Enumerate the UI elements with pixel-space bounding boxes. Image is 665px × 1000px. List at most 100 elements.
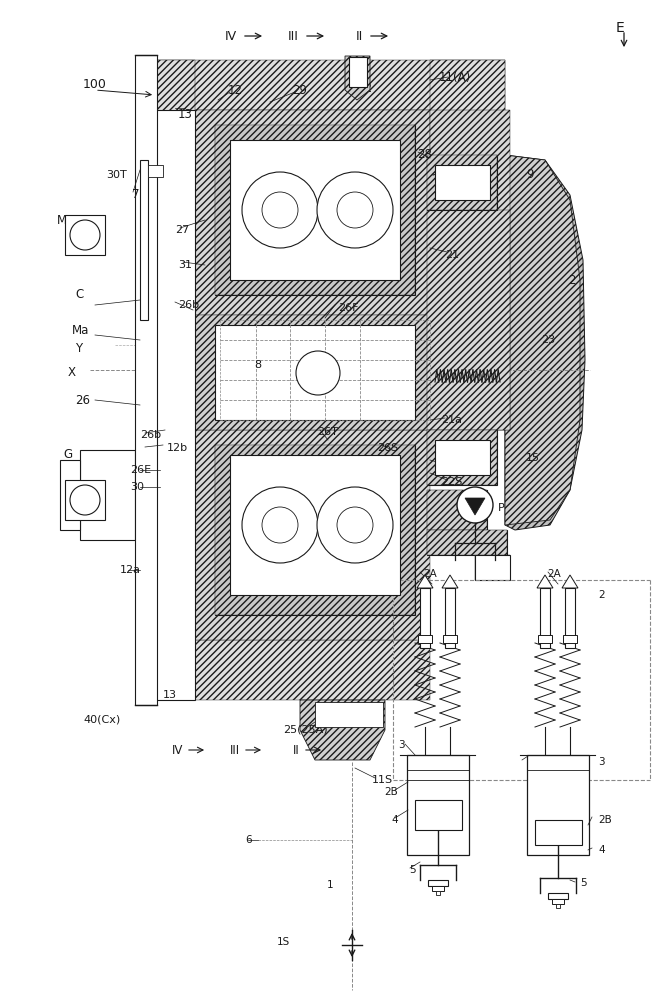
- Text: 30: 30: [130, 482, 144, 492]
- Circle shape: [70, 220, 100, 250]
- Polygon shape: [195, 315, 430, 430]
- Bar: [538, 635, 552, 643]
- Text: 3: 3: [598, 757, 604, 767]
- Text: 6: 6: [245, 835, 251, 845]
- Text: 12a: 12a: [120, 565, 141, 575]
- Text: 26S: 26S: [377, 443, 398, 453]
- Text: II: II: [293, 744, 300, 756]
- Text: Y: Y: [75, 342, 82, 355]
- Bar: [415, 800, 462, 830]
- Text: 27: 27: [175, 225, 189, 235]
- Text: 26a: 26a: [442, 168, 462, 178]
- Bar: [436, 891, 440, 895]
- Text: 20(B): 20(B): [455, 168, 487, 182]
- Circle shape: [317, 172, 393, 248]
- Text: E: E: [616, 21, 624, 35]
- Text: 25(25A): 25(25A): [283, 725, 327, 735]
- Bar: [556, 904, 560, 908]
- Text: G: G: [63, 448, 72, 462]
- Text: 13: 13: [178, 108, 192, 121]
- Text: 7: 7: [132, 188, 140, 202]
- Bar: [475, 555, 510, 580]
- Polygon shape: [505, 155, 580, 525]
- Circle shape: [242, 172, 318, 248]
- Text: 13: 13: [163, 690, 177, 700]
- Bar: [148, 165, 163, 177]
- Polygon shape: [505, 155, 585, 530]
- Bar: [407, 755, 469, 855]
- Text: 21a: 21a: [442, 415, 462, 425]
- Text: 26E: 26E: [130, 465, 151, 475]
- Bar: [435, 165, 490, 200]
- Polygon shape: [427, 490, 487, 530]
- Bar: [427, 490, 487, 530]
- Bar: [140, 160, 148, 320]
- Bar: [80, 450, 135, 540]
- Polygon shape: [155, 640, 430, 700]
- Polygon shape: [427, 210, 510, 430]
- Polygon shape: [427, 430, 497, 485]
- Text: 2A: 2A: [423, 569, 437, 579]
- Text: 11(A): 11(A): [439, 72, 471, 85]
- Text: M: M: [57, 214, 67, 227]
- Bar: [420, 588, 430, 648]
- Polygon shape: [427, 155, 497, 210]
- Text: 4: 4: [598, 845, 604, 855]
- Text: 2: 2: [598, 590, 604, 600]
- Text: 26F: 26F: [338, 303, 358, 313]
- Bar: [565, 588, 575, 648]
- Polygon shape: [427, 530, 507, 555]
- Polygon shape: [195, 110, 430, 315]
- Text: 15: 15: [526, 453, 540, 463]
- Text: 26: 26: [75, 393, 90, 406]
- Bar: [548, 893, 568, 899]
- Polygon shape: [562, 575, 578, 588]
- Circle shape: [242, 487, 318, 563]
- Text: 12: 12: [227, 84, 243, 97]
- Polygon shape: [300, 700, 385, 760]
- Polygon shape: [537, 575, 553, 588]
- Text: X: X: [68, 365, 76, 378]
- Text: 30A: 30A: [344, 485, 366, 495]
- Polygon shape: [430, 60, 505, 430]
- Bar: [445, 588, 455, 648]
- Text: III: III: [230, 744, 240, 756]
- Text: 40(Cx): 40(Cx): [83, 715, 120, 725]
- Circle shape: [70, 485, 100, 515]
- Text: 2A: 2A: [547, 569, 561, 579]
- Bar: [65, 215, 105, 255]
- Polygon shape: [155, 60, 505, 110]
- Circle shape: [262, 192, 298, 228]
- Text: 12b: 12b: [167, 443, 188, 453]
- Bar: [563, 635, 577, 643]
- Text: 26a: 26a: [442, 463, 462, 473]
- Bar: [315, 702, 383, 727]
- Bar: [427, 155, 497, 210]
- Text: C: C: [75, 288, 83, 302]
- Text: 1S: 1S: [277, 937, 290, 947]
- Circle shape: [296, 351, 340, 395]
- Text: III: III: [288, 29, 299, 42]
- Text: 22: 22: [358, 82, 372, 95]
- Bar: [427, 430, 497, 485]
- Bar: [432, 886, 444, 891]
- Bar: [418, 635, 432, 643]
- Text: 4: 4: [392, 815, 398, 825]
- Bar: [527, 755, 589, 855]
- Bar: [215, 125, 415, 295]
- Circle shape: [337, 192, 373, 228]
- Text: 26b: 26b: [140, 430, 161, 440]
- Bar: [349, 57, 367, 87]
- Bar: [155, 110, 195, 700]
- Polygon shape: [195, 430, 430, 640]
- Text: 5: 5: [409, 865, 416, 875]
- Text: 23: 23: [541, 335, 555, 345]
- Circle shape: [262, 507, 298, 543]
- Polygon shape: [475, 555, 510, 580]
- Text: 26T: 26T: [318, 427, 338, 437]
- Text: IV: IV: [225, 29, 237, 42]
- Bar: [215, 445, 415, 615]
- Text: 2B: 2B: [384, 787, 398, 797]
- Text: 22S: 22S: [442, 477, 463, 487]
- Bar: [435, 440, 490, 475]
